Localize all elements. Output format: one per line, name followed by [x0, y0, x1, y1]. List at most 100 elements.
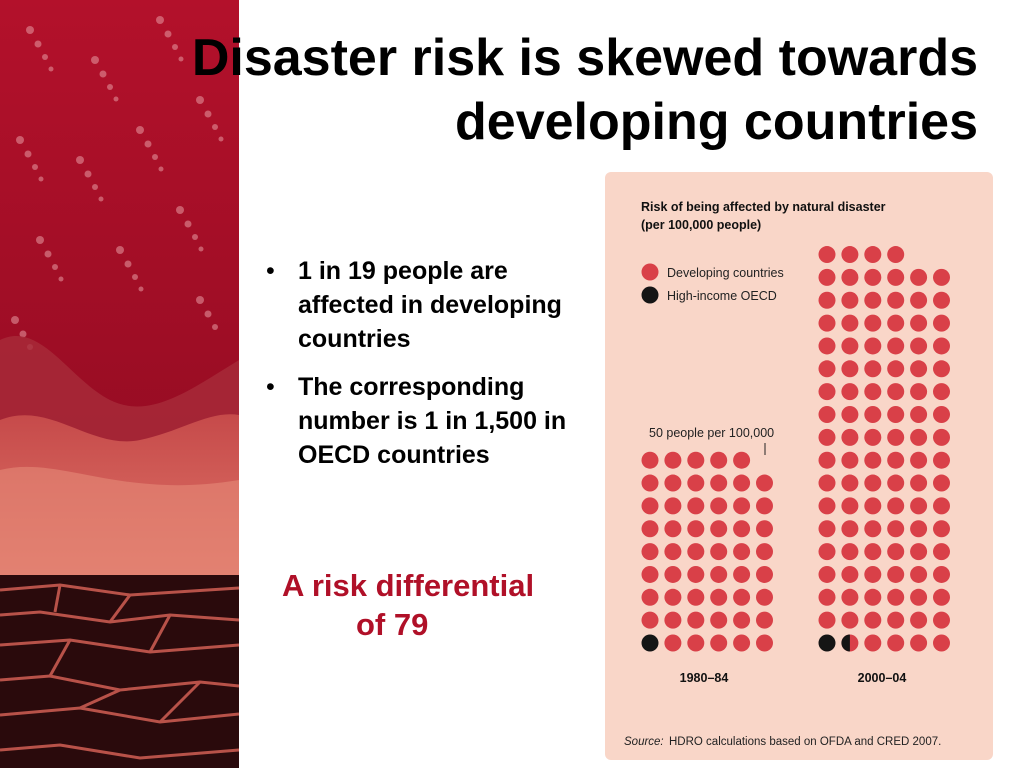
dot-developing-2000-04 — [910, 406, 928, 423]
dot-developing-2000-04 — [887, 383, 905, 401]
dot-developing-2000-04 — [841, 588, 859, 606]
dot-developing-2000-04 — [864, 383, 882, 401]
dot-developing-1980-84 — [664, 497, 682, 515]
dot-developing-1980-84 — [710, 565, 728, 583]
bullet-oecd: The corresponding number is 1 in 1,500 i… — [266, 370, 586, 472]
dot-developing-2000-04 — [864, 246, 882, 264]
legend-oecd-label: High-income OECD — [667, 289, 777, 303]
dot-developing-2000-04 — [864, 565, 882, 583]
chart-title: Risk of being affected by natural disast… — [641, 200, 886, 214]
dot-developing-2000-04 — [864, 314, 882, 332]
dot-developing-2000-04 — [887, 497, 905, 515]
dot-developing-1980-84 — [664, 565, 682, 583]
dot-developing-2000-04 — [841, 383, 859, 401]
dot-developing-1980-84 — [664, 634, 682, 652]
dot-oecd-1980-84 — [641, 634, 659, 652]
dot-developing-1980-84 — [710, 474, 728, 492]
dot-developing-2000-04 — [887, 268, 905, 286]
dot-developing-2000-04 — [841, 497, 859, 515]
dot-developing-1980-84 — [641, 543, 659, 561]
dot-developing-2000-04 — [841, 360, 859, 378]
dot-developing-2000-04 — [887, 451, 905, 469]
dot-developing-2000-04 — [818, 611, 836, 629]
decorative-side-artwork — [0, 0, 239, 768]
dot-oecd-2000-04 — [818, 634, 836, 652]
source-text: HDRO calculations based on OFDA and CRED… — [669, 736, 941, 748]
dot-developing-2000-04 — [841, 451, 859, 469]
dot-developing-2000-04 — [864, 588, 882, 606]
source-label: Source: — [624, 736, 664, 748]
dot-developing-2000-04 — [910, 428, 928, 446]
dot-developing-1980-84 — [756, 611, 773, 629]
dot-developing-1980-84 — [641, 611, 659, 629]
dot-developing-2000-04 — [864, 406, 882, 423]
dot-developing-1980-84 — [756, 634, 773, 652]
unit-annotation: 50 people per 100,000 — [649, 426, 774, 440]
dot-developing-2000-04 — [887, 588, 905, 606]
dot-developing-2000-04 — [841, 474, 859, 492]
dot-marks — [641, 246, 950, 652]
dot-developing-2000-04 — [933, 406, 950, 423]
legend-oecd-swatch — [641, 286, 659, 304]
dot-developing-1980-84 — [641, 588, 659, 606]
dot-developing-2000-04 — [864, 451, 882, 469]
dot-developing-2000-04 — [910, 588, 928, 606]
dot-developing-2000-04 — [818, 360, 836, 378]
dot-developing-2000-04 — [887, 428, 905, 446]
slide-title: Disaster risk is skewed towards developi… — [78, 26, 978, 154]
dot-developing-2000-04 — [818, 383, 836, 401]
dot-developing-1980-84 — [664, 611, 682, 629]
dot-developing-2000-04 — [887, 406, 905, 423]
dot-developing-1980-84 — [664, 520, 682, 538]
dot-developing-1980-84 — [733, 451, 751, 469]
dot-developing-2000-04 — [818, 474, 836, 492]
dot-developing-2000-04 — [818, 268, 836, 286]
dot-developing-2000-04 — [841, 428, 859, 446]
dot-developing-2000-04 — [887, 246, 905, 264]
dot-developing-2000-04 — [818, 543, 836, 561]
dot-developing-2000-04 — [910, 291, 928, 309]
dot-developing-1980-84 — [756, 588, 773, 606]
dot-developing-1980-84 — [664, 588, 682, 606]
dot-developing-1980-84 — [687, 474, 705, 492]
dot-developing-2000-04 — [818, 337, 836, 355]
dot-developing-1980-84 — [756, 520, 773, 538]
dot-developing-2000-04 — [933, 634, 950, 652]
legend-developing-swatch — [641, 263, 659, 281]
dot-developing-2000-04 — [933, 611, 950, 629]
dot-developing-2000-04 — [933, 543, 950, 561]
dot-developing-1980-84 — [687, 588, 705, 606]
dot-developing-1980-84 — [710, 634, 728, 652]
dot-developing-2000-04 — [864, 474, 882, 492]
dot-developing-2000-04 — [864, 337, 882, 355]
dot-developing-1980-84 — [756, 543, 773, 561]
dot-developing-1980-84 — [733, 520, 751, 538]
dot-developing-2000-04 — [841, 314, 859, 332]
dot-developing-2000-04 — [910, 565, 928, 583]
dot-developing-2000-04 — [818, 497, 836, 515]
legend-developing-label: Developing countries — [667, 266, 784, 280]
dot-developing-1980-84 — [687, 543, 705, 561]
dot-developing-2000-04 — [910, 268, 928, 286]
dot-developing-2000-04 — [841, 246, 859, 264]
dot-developing-1980-84 — [641, 497, 659, 515]
dot-developing-1980-84 — [710, 520, 728, 538]
dot-developing-2000-04 — [887, 634, 905, 652]
dot-developing-2000-04 — [933, 337, 950, 355]
dot-developing-2000-04 — [818, 291, 836, 309]
dot-developing-2000-04 — [841, 520, 859, 538]
dot-developing-2000-04 — [818, 565, 836, 583]
category-label-1980-84: 1980–84 — [680, 671, 729, 685]
dot-developing-1980-84 — [641, 451, 659, 469]
dot-developing-1980-84 — [710, 588, 728, 606]
dot-developing-1980-84 — [710, 451, 728, 469]
dot-developing-2000-04 — [910, 474, 928, 492]
dot-developing-2000-04 — [887, 291, 905, 309]
differential-line-1: A risk differential — [282, 568, 535, 603]
dot-developing-2000-04 — [887, 314, 905, 332]
dot-developing-2000-04 — [818, 406, 836, 423]
dot-developing-2000-04 — [933, 291, 950, 309]
dot-developing-2000-04 — [933, 474, 950, 492]
differential-line-2: of 79 — [356, 607, 429, 642]
dot-developing-2000-04 — [887, 520, 905, 538]
